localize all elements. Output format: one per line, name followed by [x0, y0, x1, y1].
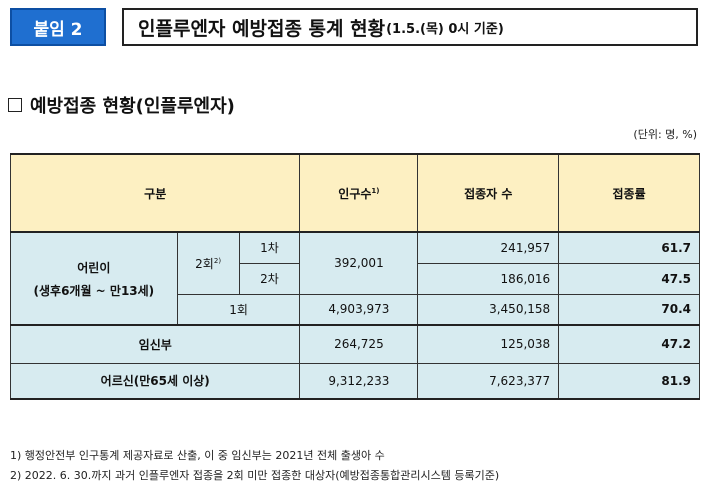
pregnant-rate: 47.2: [558, 324, 700, 364]
pregnant-population: 264,725: [299, 324, 419, 364]
table-row: 1회 4,903,973 3,450,158 70.4: [11, 293, 700, 326]
second-rate: 47.5: [558, 262, 700, 295]
children-label-cell: 어린이 (생후6개월 ~ 만13세): [10, 231, 178, 326]
page-title: 인플루엔자 예방접종 통계 현황: [138, 17, 386, 40]
dose1-vaccinated: 3,450,158: [417, 293, 560, 326]
footnotes: 1) 행정안전부 인구통계 제공자료로 산출, 이 중 임신부는 2021년 전…: [10, 446, 499, 486]
footnote-marker: 2): [213, 256, 222, 265]
elderly-population: 9,312,233: [299, 362, 419, 400]
page-title-box: 인플루엔자 예방접종 통계 현황 (1.5.(목) 0시 기준): [122, 8, 698, 46]
footnote-1: 1) 행정안전부 인구통계 제공자료로 산출, 이 중 임신부는 2021년 전…: [10, 449, 385, 462]
table-row: 어르신(만65세 이상) 9,312,233 7,623,377 81.9: [9, 362, 700, 400]
header-population: 인구수1): [299, 153, 419, 233]
second-label: 2차: [238, 262, 301, 295]
dose2-population: 392,001: [299, 231, 419, 295]
footnote-2: 2) 2022. 6. 30.까지 과거 인플루엔자 접종을 2회 미만 접종한…: [10, 469, 500, 482]
table-row: 2차 186,016 47.5: [11, 262, 700, 295]
pregnant-vaccinated: 125,038: [417, 324, 560, 364]
attachment-badge: 붙임 2: [10, 8, 106, 46]
elderly-vaccinated: 7,623,377: [417, 362, 560, 400]
second-vaccinated: 186,016: [417, 262, 560, 295]
children-label: 어린이: [77, 260, 111, 275]
dose1-label: 1회: [176, 293, 301, 326]
dose1-population: 4,903,973: [299, 293, 419, 326]
first-vaccinated: 241,957: [417, 231, 560, 264]
pregnant-label: 임신부: [9, 324, 301, 364]
header: 붙임 2 인플루엔자 예방접종 통계 현황 (1.5.(목) 0시 기준): [10, 8, 698, 46]
first-label: 1차: [238, 231, 301, 264]
header-category: 구분: [9, 153, 301, 233]
dose1-rate: 70.4: [558, 293, 700, 326]
square-bullet-icon: [8, 98, 22, 112]
table-row: 어린이 (생후6개월 ~ 만13세) 2회2) 1차 392,001 241,9…: [10, 231, 700, 326]
table-header-row: 구분 인구수1) 접종자 수 접종률: [9, 153, 700, 233]
page-title-date: (1.5.(목) 0시 기준): [386, 21, 504, 37]
first-rate: 61.7: [558, 231, 700, 264]
header-vaccinated: 접종자 수: [417, 153, 560, 233]
vaccination-table: 구분 인구수1) 접종자 수 접종률 어린이 (생후6개월 ~ 만13세) 2회…: [9, 153, 700, 400]
dose2-label-cell: 2회2): [176, 231, 240, 295]
section-title-text: 예방접종 현황(인플루엔자): [30, 96, 235, 117]
section-title: 예방접종 현황(인플루엔자): [8, 92, 235, 118]
table-row: 임신부 264,725 125,038 47.2: [9, 324, 700, 364]
footnote-marker: 1): [371, 186, 380, 195]
elderly-rate: 81.9: [558, 362, 700, 400]
unit-label: (단위: 명, %): [633, 128, 697, 141]
children-sublabel: (생후6개월 ~ 만13세): [33, 283, 155, 298]
elderly-label: 어르신(만65세 이상): [9, 362, 301, 400]
header-rate: 접종률: [558, 153, 700, 233]
